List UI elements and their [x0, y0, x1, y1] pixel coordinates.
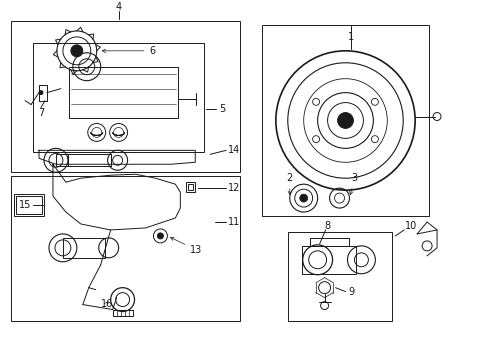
Circle shape — [39, 91, 43, 95]
Bar — [301, 246, 356, 274]
Text: 1: 1 — [347, 32, 354, 42]
Bar — [33, 43, 204, 152]
Text: 9: 9 — [347, 287, 354, 297]
Text: 15: 15 — [19, 200, 31, 210]
Circle shape — [71, 45, 82, 57]
Bar — [16, 196, 42, 214]
Bar — [287, 232, 391, 321]
Text: 7: 7 — [38, 108, 44, 117]
Text: 5: 5 — [219, 104, 225, 113]
Text: 13: 13 — [170, 237, 202, 255]
Text: 14: 14 — [227, 145, 240, 155]
Bar — [11, 176, 240, 321]
Text: 16: 16 — [101, 298, 113, 309]
Bar — [63, 238, 104, 258]
Bar — [14, 194, 44, 216]
Text: 2: 2 — [286, 173, 292, 194]
Circle shape — [299, 194, 307, 202]
Text: 4: 4 — [115, 2, 122, 12]
Bar — [11, 21, 240, 172]
Text: 11: 11 — [227, 217, 240, 227]
Text: 10: 10 — [404, 221, 416, 231]
Circle shape — [337, 113, 353, 129]
Bar — [262, 25, 428, 216]
Text: 8: 8 — [324, 221, 330, 231]
Bar — [112, 310, 132, 315]
Bar — [188, 184, 193, 190]
Text: 6: 6 — [102, 46, 155, 56]
Circle shape — [157, 233, 163, 239]
Text: 12: 12 — [227, 183, 240, 193]
Bar — [69, 67, 178, 118]
Text: 3: 3 — [349, 173, 357, 195]
Bar — [186, 182, 195, 192]
Bar — [56, 154, 110, 166]
